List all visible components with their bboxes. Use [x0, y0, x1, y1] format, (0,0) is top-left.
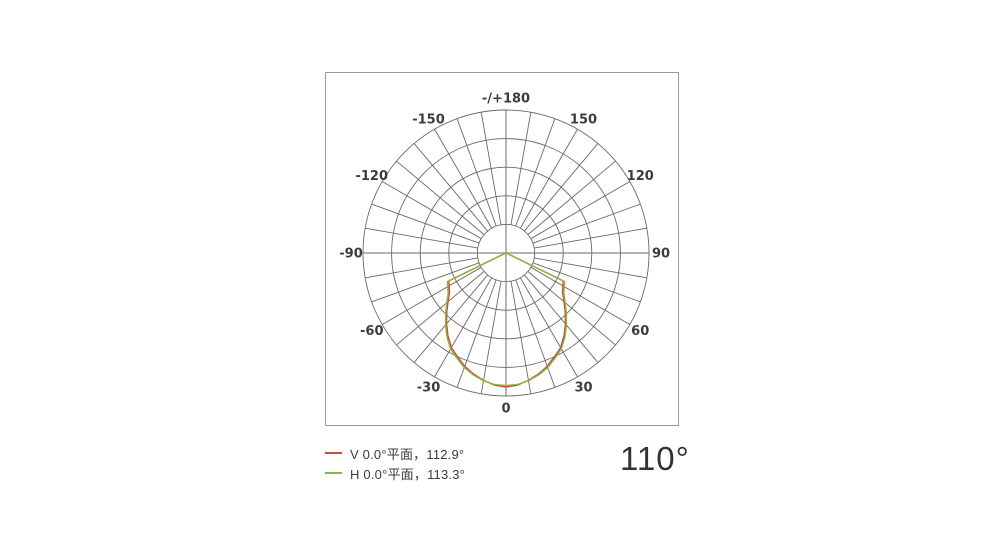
svg-text:-120: -120: [355, 169, 388, 184]
legend-item-h-plane: H 0.0°平面，113.3°: [325, 463, 465, 483]
v-plane-label: V 0.0°平面，112.9°: [350, 446, 465, 462]
svg-text:-/+180: -/+180: [482, 92, 530, 107]
legend-item-v-plane: V 0.0°平面，112.9°: [325, 443, 465, 463]
svg-text:120: 120: [627, 169, 654, 184]
polar-plot: -/+180 150 120 90 60 30 0 -30 -60 -90 -120 -150: [339, 92, 670, 417]
v-plane-line-swatch: [325, 452, 342, 454]
svg-text:-60: -60: [360, 324, 384, 339]
h-plane-line-swatch: [325, 472, 342, 474]
legend: V 0.0°平面，112.9° H 0.0°平面，113.3°: [325, 443, 465, 483]
svg-text:60: 60: [631, 324, 649, 339]
h-plane-label: H 0.0°平面，113.3°: [350, 466, 466, 482]
beam-angle-value: 110°: [620, 440, 690, 477]
svg-text:90: 90: [652, 247, 670, 262]
svg-text:-90: -90: [339, 247, 363, 262]
svg-text:-30: -30: [417, 381, 441, 396]
svg-text:150: 150: [570, 112, 597, 127]
svg-text:30: 30: [574, 381, 592, 396]
svg-text:0: 0: [501, 402, 510, 417]
polar-chart-frame: -/+180 150 120 90 60 30 0 -30 -60 -90 -120 -150: [325, 72, 679, 426]
svg-text:-150: -150: [412, 112, 445, 127]
